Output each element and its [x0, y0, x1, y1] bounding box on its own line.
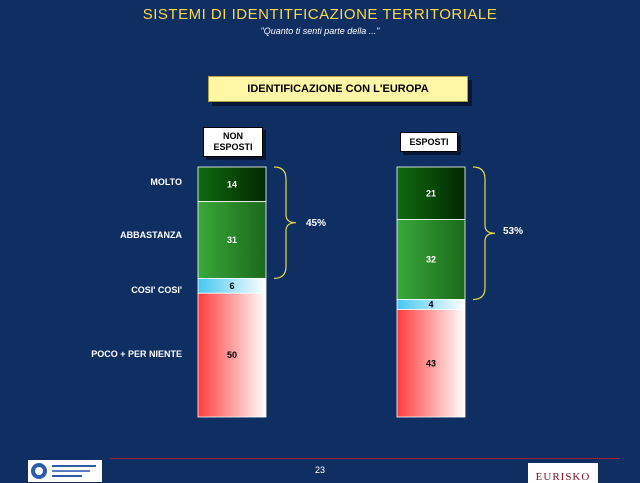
bar-segment-non-esposti-poco	[197, 292, 267, 418]
bracket-esposti	[472, 166, 496, 301]
data-label-non-esposti-cosi-cosi: 6	[229, 281, 234, 291]
group-label-non-esposti-text: NON ESPOSTI	[213, 131, 253, 152]
brand-logo-text: EURISKO	[535, 471, 591, 483]
data-label-non-esposti-abbastanza: 31	[227, 235, 237, 245]
logo-left-icon	[31, 463, 96, 479]
bracket-non-esposti	[273, 166, 297, 279]
page-subtitle: "Quanto ti senti parte della ..."	[260, 26, 380, 36]
bar-segment-esposti-poco	[396, 309, 466, 418]
category-label-abbastanza: ABBASTANZA	[120, 230, 182, 240]
category-label-molto: MOLTO	[150, 177, 182, 187]
bar-segment-esposti-abbastanza	[396, 219, 466, 300]
page-title: SISTEMI DI IDENTITFICAZIONE TERRITORIALE	[142, 6, 498, 23]
data-label-esposti-cosi-cosi: 4	[428, 300, 433, 310]
data-label-non-esposti-molto: 14	[227, 179, 237, 189]
section-title-text: IDENTIFICAZIONE CON L'EUROPA	[247, 83, 429, 95]
data-label-non-esposti-poco: 50	[227, 350, 237, 360]
logo-left	[28, 460, 102, 482]
brand-logo: EURISKO	[528, 463, 598, 483]
group-label-esposti-text: ESPOSTI	[409, 136, 449, 147]
group-label-non-esposti: NON ESPOSTI	[203, 127, 263, 157]
bracket-total-esposti: 53%	[503, 226, 524, 237]
category-label-poco: POCO + PER NIENTE	[91, 349, 182, 359]
data-label-esposti-poco: 43	[426, 358, 436, 368]
page-number: 23	[314, 465, 325, 475]
bracket-total-non-esposti: 45%	[306, 218, 327, 229]
data-label-esposti-abbastanza: 32	[426, 255, 436, 265]
footer-divider	[110, 458, 620, 459]
category-label-cosi-cosi: COSI' COSI'	[131, 285, 182, 295]
section-title: IDENTIFICAZIONE CON L'EUROPA	[208, 76, 468, 102]
data-label-esposti-molto: 21	[426, 188, 436, 198]
group-label-esposti: ESPOSTI	[400, 132, 458, 152]
